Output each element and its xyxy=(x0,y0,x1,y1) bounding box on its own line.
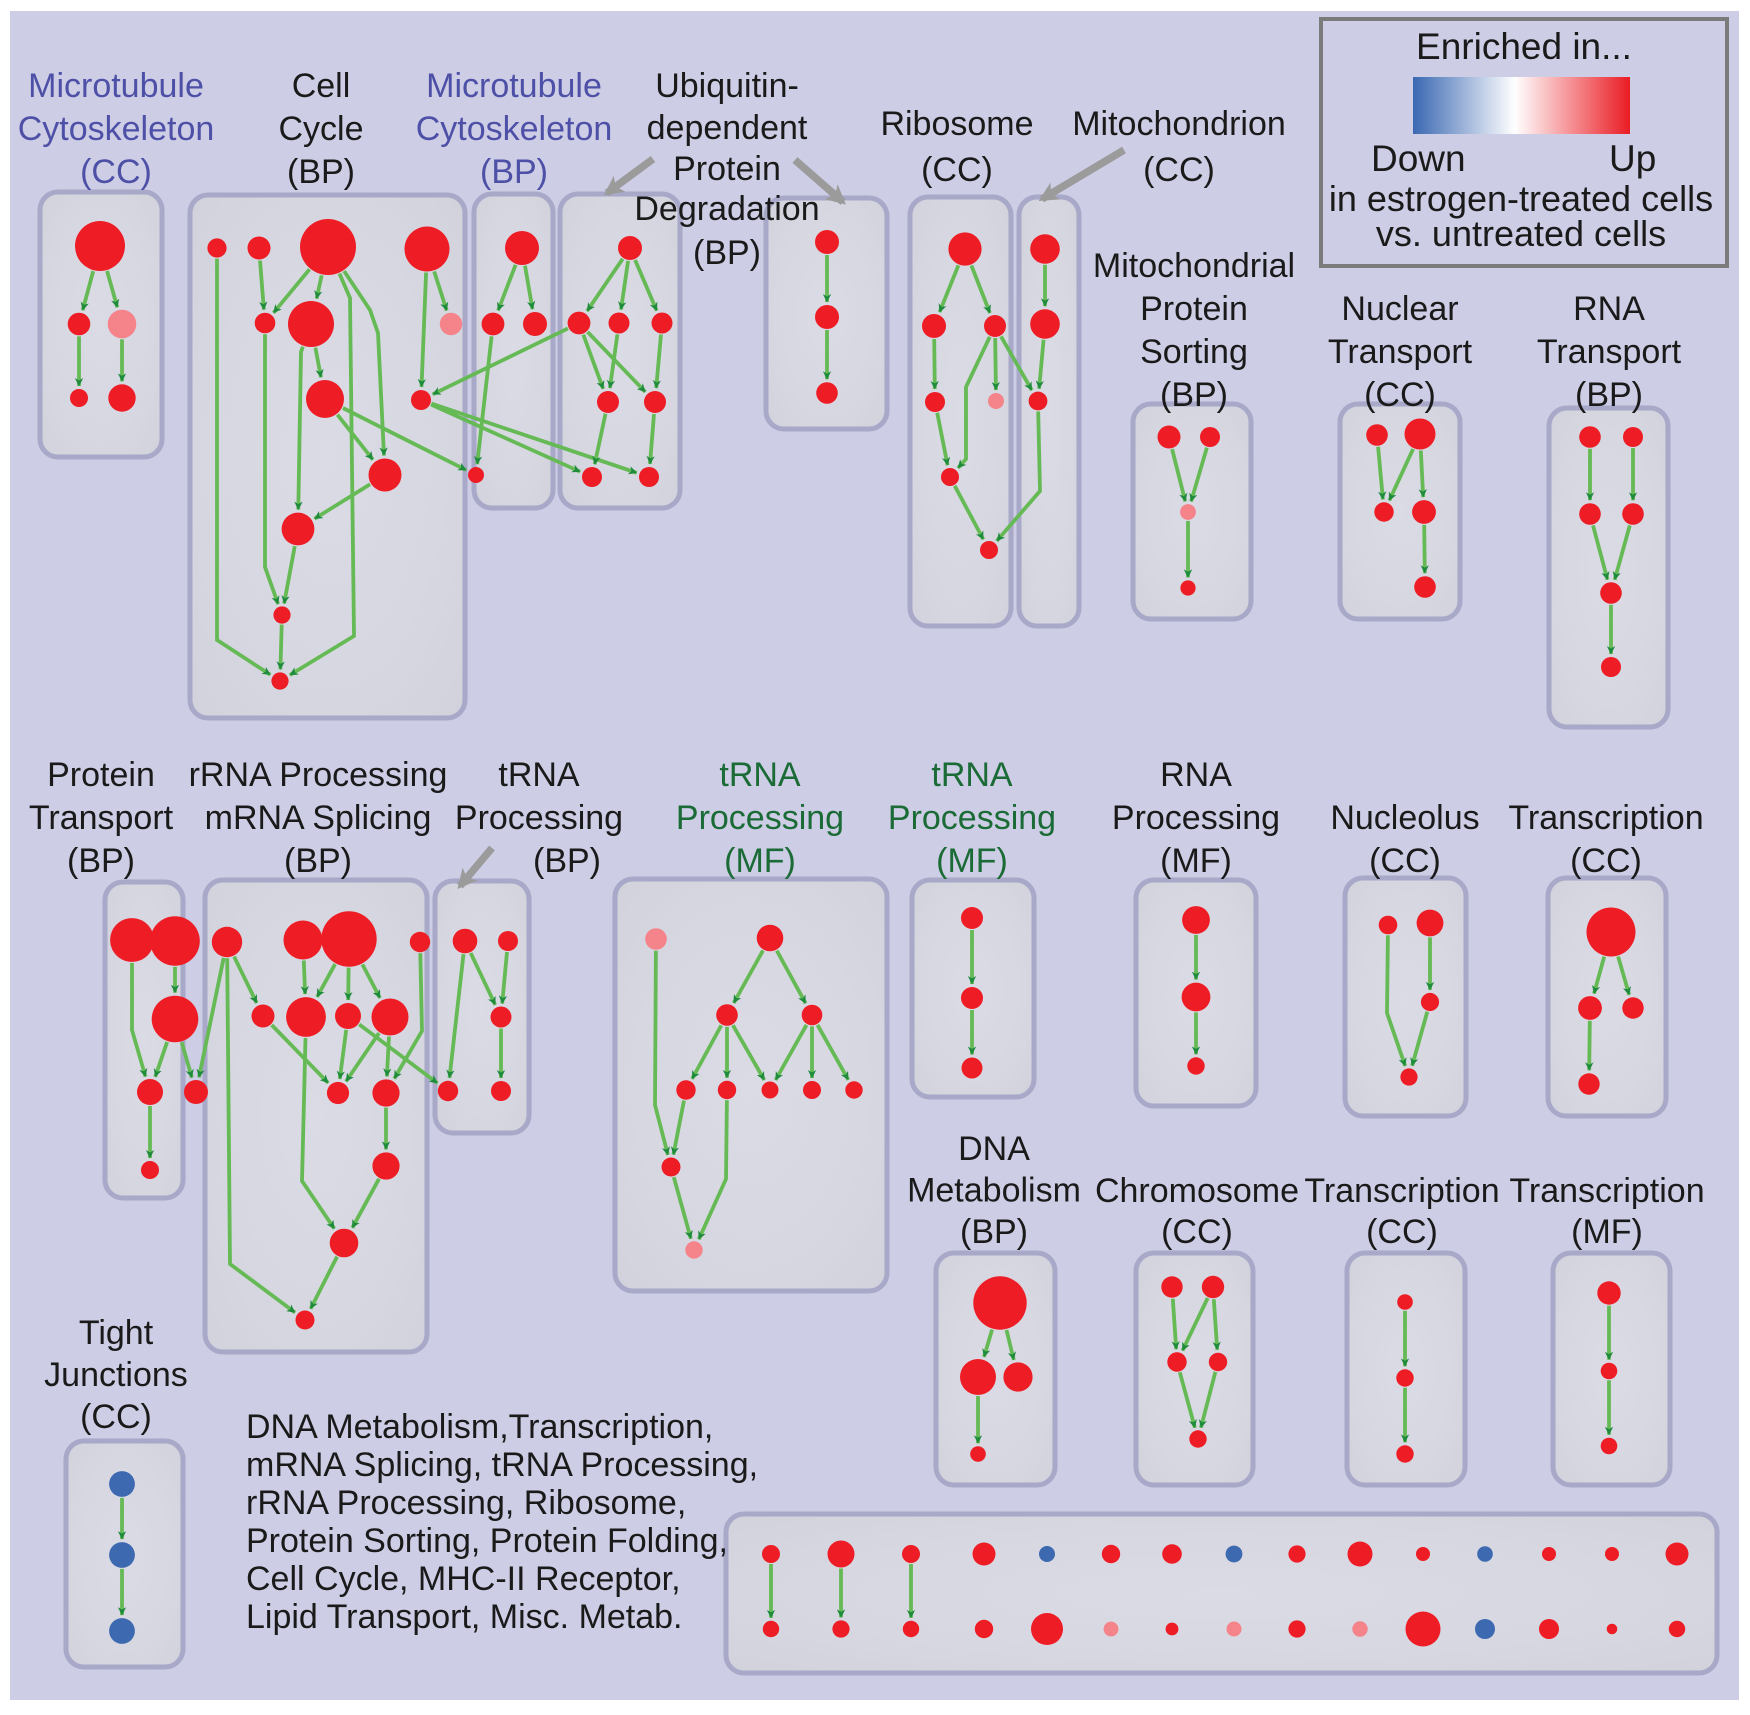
svg-text:Up: Up xyxy=(1609,138,1656,179)
svg-text:(MF): (MF) xyxy=(1160,842,1232,880)
svg-text:Junctions: Junctions xyxy=(44,1356,188,1394)
svg-text:Ribosome: Ribosome xyxy=(880,105,1033,143)
svg-text:Transcription: Transcription xyxy=(1304,1172,1499,1210)
svg-text:Tight: Tight xyxy=(79,1314,154,1352)
svg-text:Down: Down xyxy=(1371,138,1466,179)
svg-text:Cytoskeleton: Cytoskeleton xyxy=(416,110,613,148)
svg-text:(MF): (MF) xyxy=(724,842,796,880)
svg-text:Transcription: Transcription xyxy=(1509,1172,1704,1210)
svg-text:Nucleolus: Nucleolus xyxy=(1330,799,1479,837)
svg-text:(BP): (BP) xyxy=(693,234,761,272)
svg-text:in estrogen-treated cells: in estrogen-treated cells xyxy=(1329,178,1713,219)
svg-text:(BP): (BP) xyxy=(1160,376,1228,414)
svg-text:Degradation: Degradation xyxy=(634,190,819,228)
svg-text:tRNA: tRNA xyxy=(498,756,580,794)
svg-text:(BP): (BP) xyxy=(960,1213,1028,1251)
svg-text:Protein: Protein xyxy=(673,150,781,188)
svg-text:(BP): (BP) xyxy=(533,842,601,880)
svg-text:dependent: dependent xyxy=(647,109,808,147)
svg-text:Mitochondrial: Mitochondrial xyxy=(1093,247,1295,285)
svg-text:Protein: Protein xyxy=(47,756,155,794)
svg-text:Microtubule: Microtubule xyxy=(426,67,602,105)
svg-text:(BP): (BP) xyxy=(1575,376,1643,414)
svg-text:Chromosome: Chromosome xyxy=(1095,1172,1299,1210)
svg-text:Processing: Processing xyxy=(888,799,1056,837)
svg-text:(CC): (CC) xyxy=(1570,842,1642,880)
svg-text:rRNA Processing, Ribosome,: rRNA Processing, Ribosome, xyxy=(246,1484,686,1522)
svg-text:tRNA: tRNA xyxy=(719,756,801,794)
svg-text:(BP): (BP) xyxy=(287,153,355,191)
svg-text:Ubiquitin-: Ubiquitin- xyxy=(655,67,799,105)
svg-text:Sorting: Sorting xyxy=(1140,333,1248,371)
svg-text:Cycle: Cycle xyxy=(278,110,363,148)
svg-text:rRNA Processing: rRNA Processing xyxy=(189,756,448,794)
svg-text:vs. untreated cells: vs. untreated cells xyxy=(1376,213,1666,254)
svg-text:(CC): (CC) xyxy=(1143,151,1215,189)
svg-text:RNA: RNA xyxy=(1160,756,1232,794)
svg-text:Processing: Processing xyxy=(676,799,844,837)
svg-text:Mitochondrion: Mitochondrion xyxy=(1072,105,1286,143)
svg-text:DNA Metabolism,Transcription,: DNA Metabolism,Transcription, xyxy=(246,1408,713,1446)
svg-text:(BP): (BP) xyxy=(67,842,135,880)
svg-text:(MF): (MF) xyxy=(936,842,1008,880)
svg-text:Enriched in...: Enriched in... xyxy=(1416,26,1632,67)
svg-text:Protein Sorting, Protein Foldi: Protein Sorting, Protein Folding, xyxy=(246,1522,728,1560)
svg-text:tRNA: tRNA xyxy=(931,756,1013,794)
svg-text:mRNA Splicing, tRNA Processing: mRNA Splicing, tRNA Processing, xyxy=(246,1446,758,1484)
svg-text:mRNA Splicing: mRNA Splicing xyxy=(205,799,432,837)
svg-text:Transcription: Transcription xyxy=(1508,799,1703,837)
svg-text:(CC): (CC) xyxy=(80,1398,152,1436)
svg-text:(CC): (CC) xyxy=(1161,1213,1233,1251)
svg-text:DNA: DNA xyxy=(958,1130,1030,1168)
svg-text:(BP): (BP) xyxy=(480,153,548,191)
svg-text:Nuclear: Nuclear xyxy=(1341,290,1458,328)
svg-text:(CC): (CC) xyxy=(921,151,993,189)
svg-text:(CC): (CC) xyxy=(1366,1213,1438,1251)
svg-text:(CC): (CC) xyxy=(1369,842,1441,880)
svg-text:Processing: Processing xyxy=(455,799,623,837)
svg-text:Metabolism: Metabolism xyxy=(907,1172,1081,1210)
svg-text:Processing: Processing xyxy=(1112,799,1280,837)
svg-text:Microtubule: Microtubule xyxy=(28,67,204,105)
svg-text:(CC): (CC) xyxy=(1364,376,1436,414)
svg-text:Cell: Cell xyxy=(292,67,351,105)
svg-text:Protein: Protein xyxy=(1140,290,1248,328)
svg-text:Cytoskeleton: Cytoskeleton xyxy=(18,110,215,148)
svg-text:Transport: Transport xyxy=(1537,333,1682,371)
svg-text:Lipid Transport, Misc. Metab.: Lipid Transport, Misc. Metab. xyxy=(246,1598,683,1636)
svg-text:(CC): (CC) xyxy=(80,153,152,191)
svg-text:(BP): (BP) xyxy=(284,842,352,880)
svg-text:(MF): (MF) xyxy=(1571,1213,1643,1251)
svg-text:Transport: Transport xyxy=(29,799,174,837)
svg-text:Transport: Transport xyxy=(1328,333,1473,371)
svg-text:RNA: RNA xyxy=(1573,290,1645,328)
svg-text:Cell Cycle, MHC-II Receptor,: Cell Cycle, MHC-II Receptor, xyxy=(246,1560,681,1598)
